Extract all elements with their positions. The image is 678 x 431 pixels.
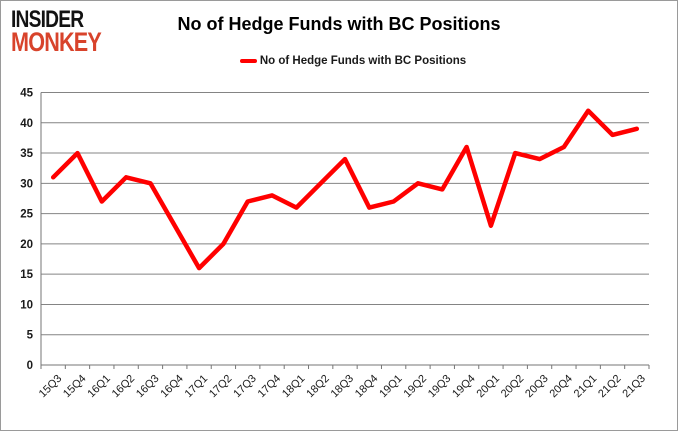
insider-monkey-logo: INSIDER MONKEY [11, 8, 124, 56]
logo-insider-text: INSIDER [11, 6, 84, 33]
legend: No of Hedge Funds with BC Positions [15, 55, 677, 67]
x-tick-label: 20Q3 [523, 373, 551, 401]
x-tick-label: 18Q1 [280, 373, 308, 401]
y-tick-label: 5 [27, 330, 34, 342]
y-tick-label: 15 [20, 269, 33, 281]
x-tick-label: 21Q3 [620, 373, 648, 401]
x-tick-label: 19Q3 [426, 373, 454, 401]
x-tick-label: 19Q1 [377, 373, 405, 401]
x-tick-label: 16Q3 [134, 373, 162, 401]
x-tick-label: 15Q4 [61, 373, 89, 401]
y-tick-label: 10 [20, 299, 33, 311]
x-tick-label: 17Q3 [231, 373, 259, 401]
y-tick-label: 30 [20, 178, 33, 190]
y-tick-label: 25 [20, 209, 33, 221]
logo-monkey-text: MONKEY [11, 27, 102, 57]
x-tick-label: 19Q4 [450, 373, 478, 401]
x-tick-label: 21Q1 [572, 373, 600, 401]
x-tick-label: 19Q2 [402, 373, 430, 401]
x-tick-label: 17Q1 [183, 373, 211, 401]
x-tick-label: 16Q2 [110, 373, 138, 401]
legend-line-swatch [239, 59, 257, 63]
y-tick-label: 40 [20, 118, 33, 130]
x-tick-label: 21Q2 [596, 373, 624, 401]
y-tick-label: 0 [27, 360, 33, 372]
x-tick-label: 18Q3 [329, 373, 357, 401]
y-tick-label: 35 [20, 148, 33, 160]
x-tick-label: 17Q2 [207, 373, 235, 401]
x-tick-label: 20Q2 [499, 373, 527, 401]
chart-title: No of Hedge Funds with BC Positions [177, 14, 501, 34]
x-tick-label: 16Q4 [158, 373, 186, 401]
x-tick-label: 20Q4 [547, 373, 575, 401]
x-tick-label: 18Q2 [304, 373, 332, 401]
data-series-line [50, 108, 640, 271]
x-tick-label: 17Q4 [256, 373, 284, 401]
y-tick-label: 45 [20, 88, 33, 100]
x-tick-label: 20Q1 [475, 373, 503, 401]
y-tick-label: 20 [20, 239, 33, 251]
x-tick-label: 18Q4 [353, 373, 381, 401]
x-tick-label: 16Q1 [85, 373, 113, 401]
legend-label: No of Hedge Funds with BC Positions [259, 55, 467, 67]
x-tick-label: 15Q3 [37, 373, 65, 401]
